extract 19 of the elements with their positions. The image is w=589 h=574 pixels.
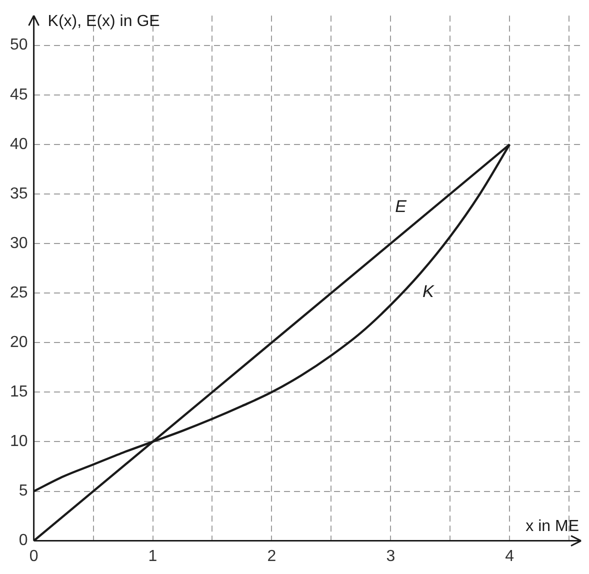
series-label: E bbox=[395, 196, 408, 216]
y-tick-label: 25 bbox=[10, 284, 28, 302]
y-tick-label: 50 bbox=[10, 36, 28, 54]
y-tick-label: 30 bbox=[10, 234, 28, 252]
x-tick-label: 3 bbox=[386, 548, 396, 565]
y-tick-label: 35 bbox=[10, 185, 28, 202]
y-tick-label: 0 bbox=[18, 532, 28, 550]
x-axis-title: x in ME bbox=[526, 518, 579, 536]
y-tick-label: 10 bbox=[10, 433, 28, 450]
x-tick-label: 2 bbox=[267, 548, 276, 565]
x-tick-label: 1 bbox=[148, 548, 158, 565]
y-tick-label: 5 bbox=[18, 482, 28, 500]
series-label: K bbox=[422, 282, 434, 301]
y-axis-title: K(x), E(x) in GE bbox=[48, 13, 160, 30]
y-tick-label: 45 bbox=[10, 86, 28, 104]
y-tick-label: 20 bbox=[10, 334, 28, 352]
y-tick-label: 15 bbox=[10, 384, 28, 401]
x-tick-label: 4 bbox=[505, 548, 514, 565]
y-tick-label: 40 bbox=[10, 136, 28, 153]
